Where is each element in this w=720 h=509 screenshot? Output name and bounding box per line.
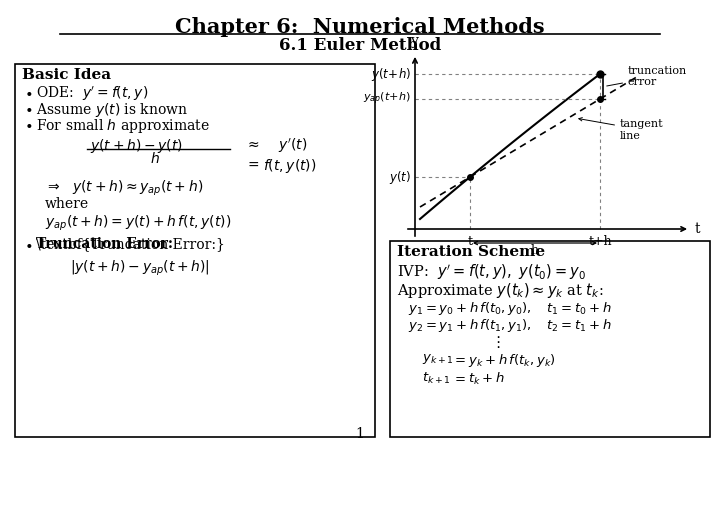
Text: $\bullet$: $\bullet$ <box>24 117 32 131</box>
Text: Assume $y(t)$ is known: Assume $y(t)$ is known <box>36 101 188 119</box>
Text: tangent
line: tangent line <box>579 118 664 140</box>
Text: $y(t\!+\!h)$: $y(t\!+\!h)$ <box>371 66 411 82</box>
Text: $t_k + h$: $t_k + h$ <box>468 371 505 387</box>
Text: $y'(t)$: $y'(t)$ <box>278 137 307 155</box>
Text: Chapter 6:  Numerical Methods: Chapter 6: Numerical Methods <box>175 17 545 37</box>
Text: y: y <box>411 34 419 48</box>
Text: where: where <box>45 197 89 211</box>
Text: $\bullet$: $\bullet$ <box>24 237 32 251</box>
Text: $h$: $h$ <box>150 151 160 166</box>
Bar <box>390 241 710 437</box>
Text: $y(t + h) \approx y_{ap}(t + h)$: $y(t + h) \approx y_{ap}(t + h)$ <box>72 179 203 199</box>
Text: Iteration Scheme: Iteration Scheme <box>397 245 545 259</box>
Text: t: t <box>467 235 472 248</box>
Text: $\Rightarrow$: $\Rightarrow$ <box>45 179 60 193</box>
Text: For small $h$ approximate: For small $h$ approximate <box>36 117 210 135</box>
Text: 6.1 Euler Method: 6.1 Euler Method <box>279 37 441 54</box>
Text: t: t <box>695 222 701 236</box>
Text: IVP:  $y' = f(t, y),\ y(t_0) = y_0$: IVP: $y' = f(t, y),\ y(t_0) = y_0$ <box>397 262 586 281</box>
Text: $y_1 = y_0 + h\,f(t_0, y_0),\quad t_1 = t_0 + h$: $y_1 = y_0 + h\,f(t_0, y_0),\quad t_1 = … <box>408 300 611 317</box>
Text: $f(t, y(t))$: $f(t, y(t))$ <box>263 157 317 175</box>
Text: $=$: $=$ <box>452 371 467 384</box>
Text: $=$: $=$ <box>452 352 467 365</box>
Text: $y_{ap}(t\!+\!h)$: $y_{ap}(t\!+\!h)$ <box>363 91 411 107</box>
Text: truncation
error: truncation error <box>607 66 688 88</box>
Text: $y_k + h\,f(t_k, y_k)$: $y_k + h\,f(t_k, y_k)$ <box>468 352 556 369</box>
Text: $\bullet$: $\bullet$ <box>24 85 32 99</box>
Text: $y_{k+1}$: $y_{k+1}$ <box>422 352 454 366</box>
Text: 1: 1 <box>356 427 364 441</box>
Text: $y(t)$: $y(t)$ <box>389 168 411 185</box>
Text: $\approx$: $\approx$ <box>245 137 260 151</box>
Text: Approximate $y(t_k) \approx y_k$ at $t_k$:: Approximate $y(t_k) \approx y_k$ at $t_k… <box>397 281 603 300</box>
Text: $y_{ap}(t + h) = y(t) + h\, f(t, y(t))$: $y_{ap}(t + h) = y(t) + h\, f(t, y(t))$ <box>45 214 231 233</box>
Text: $\vdots$: $\vdots$ <box>490 334 500 350</box>
Text: $y_2 = y_1 + h\,f(t_1, y_1),\quad t_2 = t_1 + h$: $y_2 = y_1 + h\,f(t_1, y_1),\quad t_2 = … <box>408 317 611 334</box>
Text: $t_{k+1}$: $t_{k+1}$ <box>422 371 451 386</box>
Text: h: h <box>531 244 539 257</box>
Text: \textbf{Truncation Error:}: \textbf{Truncation Error:} <box>36 237 225 251</box>
Text: Basic Idea: Basic Idea <box>22 68 111 82</box>
Bar <box>15 64 375 437</box>
Text: ODE:  $y' = f(t, y)$: ODE: $y' = f(t, y)$ <box>36 85 148 103</box>
Text: Truncation Error:: Truncation Error: <box>36 237 173 251</box>
Text: $|y(t + h) - y_{ap}(t + h)|$: $|y(t + h) - y_{ap}(t + h)|$ <box>70 259 210 278</box>
Text: $\bullet$: $\bullet$ <box>24 101 32 115</box>
Text: t+h: t+h <box>588 235 612 248</box>
Text: $y(t + h) - y(t)$: $y(t + h) - y(t)$ <box>90 137 183 155</box>
Text: $=$: $=$ <box>245 157 260 171</box>
